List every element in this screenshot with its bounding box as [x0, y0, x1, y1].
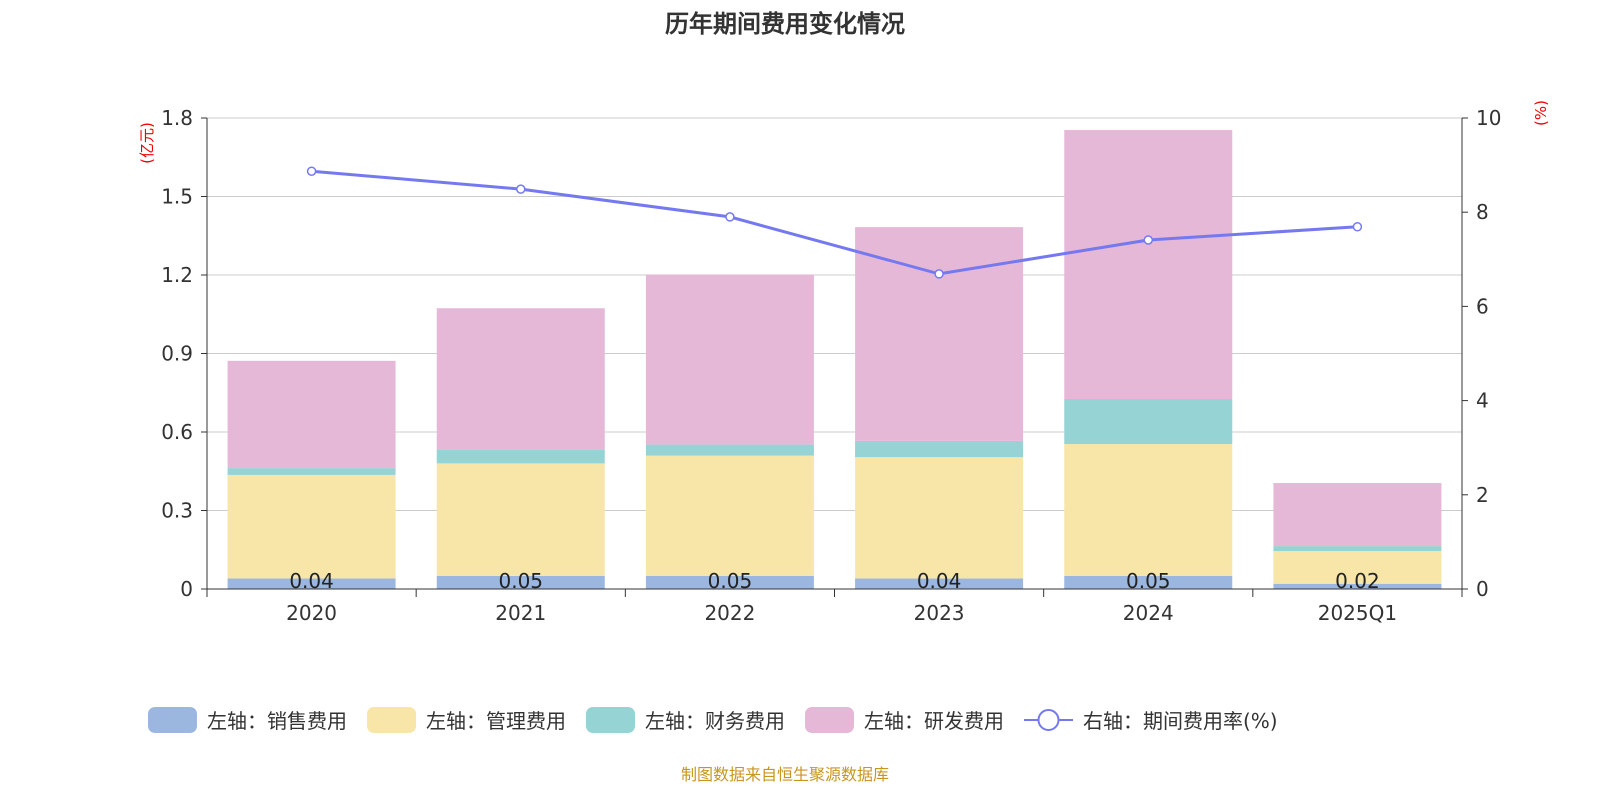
- bar-segment: [645, 575, 814, 589]
- x-tick-label: 2021: [495, 601, 546, 625]
- bar-segment: [645, 444, 814, 456]
- rate-point: [306, 166, 317, 176]
- legend-label: 左轴：销售费用: [207, 709, 347, 733]
- right-tick-label: 6: [1476, 294, 1489, 318]
- bar-segment: [855, 578, 1024, 589]
- right-tick-label: 4: [1476, 389, 1489, 413]
- legend-swatch: [148, 707, 197, 733]
- rate-point: [934, 269, 944, 279]
- rate-point: [516, 184, 526, 194]
- bar-segment: [855, 440, 1024, 458]
- legend-label: 左轴：财务费用: [645, 709, 785, 733]
- bar-segment: [227, 474, 396, 579]
- bar-segment: [855, 457, 1024, 579]
- left-axis-unit: (亿元): [138, 122, 156, 164]
- left-tick-label: 0: [180, 577, 193, 601]
- legend-swatch: [367, 707, 416, 733]
- legend-label: 左轴：研发费用: [864, 709, 1004, 733]
- rate-point: [1143, 235, 1153, 245]
- bar-segment: [855, 227, 1024, 441]
- legend-swatch: [586, 707, 635, 733]
- left-tick-label: 1.2: [161, 263, 193, 287]
- legend-line-marker: [1037, 709, 1060, 731]
- bar-segment: [1273, 546, 1442, 552]
- legend-swatch: [805, 707, 854, 733]
- bar-segment: [227, 468, 396, 475]
- rate-point: [725, 212, 735, 222]
- left-tick-label: 1.5: [161, 185, 193, 209]
- x-tick-label: 2024: [1123, 601, 1174, 625]
- legend-label: 左轴：管理费用: [426, 709, 566, 733]
- left-tick-label: 0.3: [161, 499, 193, 523]
- bar-segment: [1064, 130, 1233, 400]
- bar-segment: [1273, 483, 1442, 547]
- legend-label: 右轴：期间费用率(%): [1083, 709, 1278, 733]
- x-tick-label: 2022: [704, 601, 755, 625]
- bar-segment: [1273, 583, 1442, 589]
- rate-line: [311, 169, 1358, 276]
- bar-segment: [1064, 575, 1233, 589]
- x-tick-label: 2023: [914, 601, 965, 625]
- bar-segment: [645, 455, 814, 576]
- rate-point: [1352, 222, 1363, 232]
- bar-segment: [227, 578, 396, 589]
- right-tick-label: 10: [1476, 106, 1501, 130]
- x-tick-label: 2020: [286, 601, 337, 625]
- left-tick-label: 0.9: [161, 342, 193, 366]
- bar-segment: [1064, 399, 1233, 445]
- bar-segment: [227, 360, 396, 469]
- bar-segment: [436, 308, 605, 450]
- bar-segment: [1273, 551, 1442, 584]
- right-tick-label: 0: [1476, 577, 1489, 601]
- bar-segment: [436, 449, 605, 464]
- bar-segment: [436, 463, 605, 576]
- bar-segment: [645, 274, 814, 445]
- right-axis-unit: (%): [1532, 100, 1550, 126]
- bar-segment: [436, 575, 605, 589]
- left-tick-label: 1.8: [161, 106, 193, 130]
- bar-segment: [1064, 444, 1233, 576]
- x-tick-label: 2025Q1: [1318, 601, 1397, 625]
- left-tick-label: 0.6: [161, 420, 193, 444]
- source-note: 制图数据来自恒生聚源数据库: [681, 765, 889, 784]
- right-tick-label: 8: [1476, 200, 1489, 224]
- chart-title: 历年期间费用变化情况: [665, 10, 905, 38]
- right-tick-label: 2: [1476, 483, 1489, 507]
